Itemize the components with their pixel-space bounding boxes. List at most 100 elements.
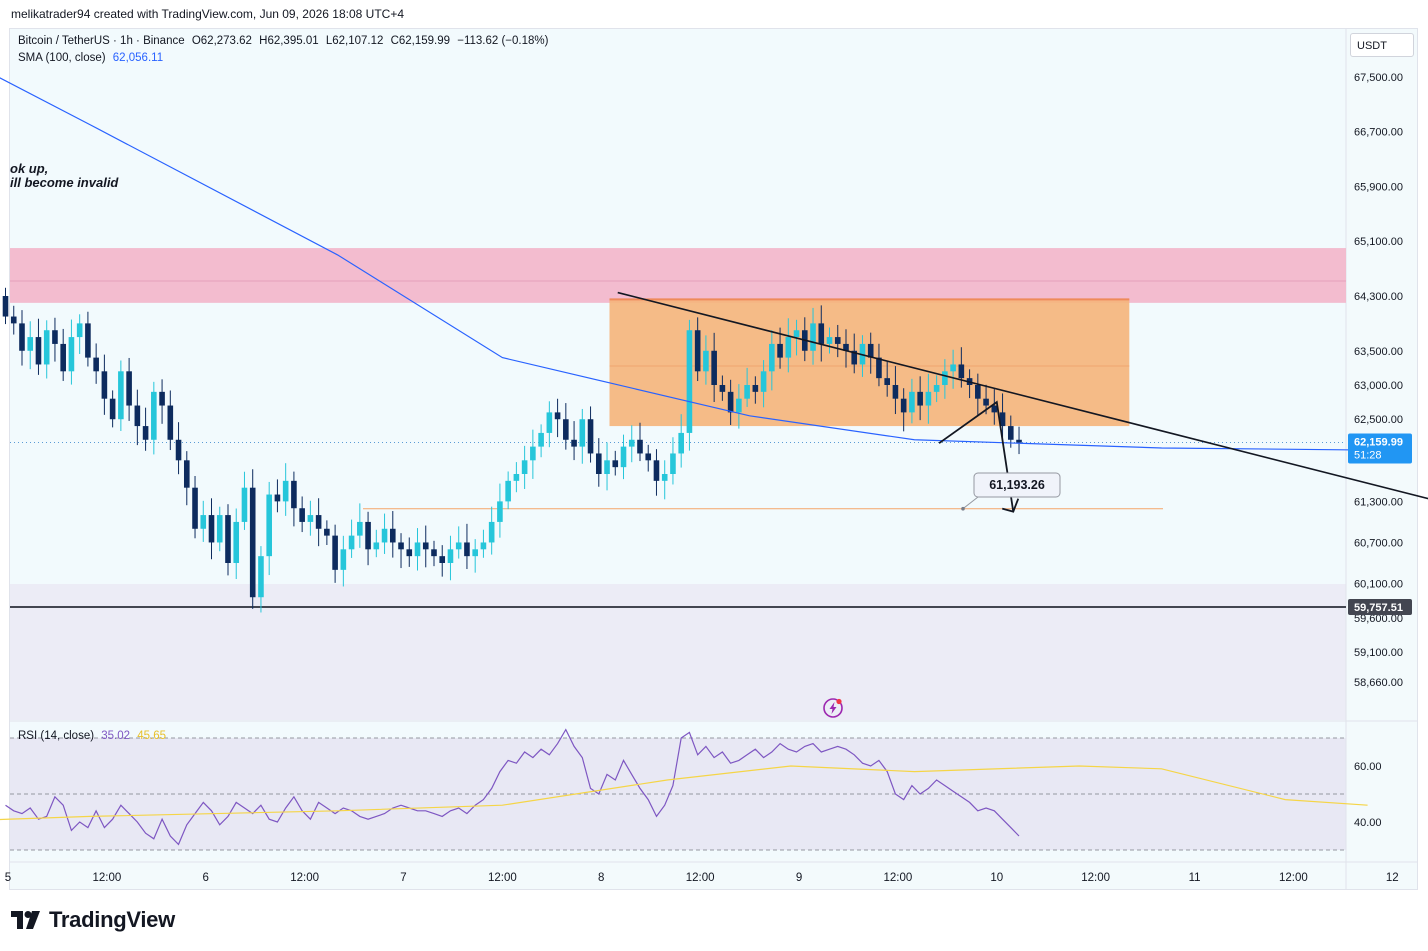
note-line-2: ill become invalid: [10, 175, 119, 190]
candle-body: [480, 542, 487, 550]
time-tick-label: 12:00: [290, 872, 319, 884]
candle-body: [818, 323, 825, 344]
candle-body: [183, 460, 190, 488]
price-tick-label: 65,900.00: [1354, 181, 1403, 193]
candle-body: [1016, 439, 1022, 443]
change-value: −113.62 (−0.18%): [457, 35, 549, 47]
time-tick-label: 7: [400, 872, 406, 884]
candle-body: [785, 337, 792, 358]
candle-body: [530, 446, 536, 461]
low-value: L62,107.12: [325, 35, 384, 47]
price-tick-label: 62,500.00: [1354, 414, 1403, 426]
candle-body: [357, 521, 363, 536]
time-tick-label: 9: [796, 872, 802, 884]
candle-body: [513, 474, 520, 481]
candle-body: [332, 535, 338, 570]
time-tick-label: 6: [203, 872, 209, 884]
candle-body: [422, 542, 429, 550]
candle-body: [192, 487, 198, 529]
candle-body: [942, 371, 948, 385]
tradingview-logo[interactable]: TradingView: [11, 907, 175, 933]
candle-body: [843, 343, 849, 351]
candle-body: [538, 432, 544, 447]
candle-body: [505, 480, 511, 502]
price-tick-label: 63,500.00: [1354, 346, 1403, 358]
candle-body: [925, 391, 932, 406]
candle-body: [159, 391, 165, 406]
time-tick-label: 11: [1189, 872, 1201, 884]
support-price-label: 59,757.51: [1354, 602, 1403, 614]
candle-body: [282, 480, 289, 502]
candle-body: [151, 391, 157, 440]
rsi-tick-label: 40.00: [1354, 817, 1382, 829]
supply-zone: [10, 248, 1346, 303]
candle-body: [431, 549, 437, 557]
time-tick-label: 12:00: [488, 872, 517, 884]
rsi-ma-line: [0, 765, 1368, 821]
time-tick-label: 5: [5, 872, 11, 884]
candle-body: [365, 521, 371, 550]
symbol-legend[interactable]: Bitcoin / TetherUS · 1h · Binance O62,27…: [18, 35, 552, 47]
candle-body: [274, 494, 281, 502]
candle-body: [521, 460, 528, 474]
candle-body: [233, 521, 240, 563]
time-tick-label: 12: [1386, 872, 1399, 884]
candle-body: [793, 330, 800, 338]
sma-legend[interactable]: SMA (100, close) 62,056.11: [18, 52, 167, 64]
candle-body: [2, 296, 9, 317]
open-value: O62,273.62: [191, 35, 252, 47]
candle-body: [703, 350, 709, 372]
candle-body: [200, 515, 207, 529]
candle-body: [241, 487, 248, 522]
last-price-label: 62,159.99: [1354, 437, 1403, 449]
candle-body: [225, 515, 231, 563]
candle-body: [637, 439, 643, 454]
rsi-tick-label: 60.00: [1354, 761, 1382, 773]
candle-body: [867, 343, 874, 358]
currency-button[interactable]: USDT: [1350, 33, 1414, 57]
last-price-countdown: 51:28: [1354, 450, 1382, 462]
chart-header: melikatrader94 created with TradingView.…: [11, 7, 404, 21]
candle-body: [645, 453, 652, 461]
rsi-value: 35.02: [101, 730, 131, 742]
candle-body: [834, 337, 841, 344]
time-tick-label: 12:00: [884, 872, 913, 884]
candle-body: [134, 405, 141, 427]
target-callout-label: 61,193.26: [989, 478, 1045, 492]
candle-body: [249, 487, 256, 598]
support-price-badge: [1348, 598, 1412, 615]
candle-body: [258, 556, 264, 598]
price-tick-label: 66,700.00: [1354, 127, 1403, 139]
price-tick-label: 60,100.00: [1354, 579, 1403, 591]
candle-body: [563, 419, 569, 440]
candle-body: [10, 316, 17, 324]
candle-body: [348, 535, 355, 550]
candle-body: [464, 542, 470, 557]
candle-body: [398, 542, 404, 550]
candle-body: [777, 343, 783, 358]
rsi-legend[interactable]: RSI (14, close) 35.02 45.65: [18, 730, 170, 742]
candle-body: [760, 371, 767, 392]
last-price-badge: [1348, 433, 1412, 464]
target-callout-box: [973, 472, 1061, 498]
candle-body: [93, 357, 99, 372]
candle-body: [406, 549, 413, 557]
candle-body: [620, 446, 627, 468]
time-tick-label: 12:00: [1279, 872, 1308, 884]
candle-body: [167, 405, 174, 440]
price-tick-label: 67,500.00: [1354, 72, 1403, 84]
candle-body: [719, 385, 726, 392]
candle-body: [571, 439, 577, 447]
lightning-alert-icon[interactable]: [822, 697, 844, 719]
candle-body: [975, 385, 981, 399]
candle-body: [60, 343, 66, 372]
candle-body: [109, 398, 116, 420]
time-tick-label: 12:00: [92, 872, 121, 884]
trendline: [617, 291, 1428, 500]
candle-body: [826, 337, 833, 344]
price-tick-label: 59,100.00: [1354, 647, 1403, 659]
candle-body: [472, 549, 478, 557]
candle-body: [175, 439, 182, 461]
candle-body: [694, 330, 701, 372]
